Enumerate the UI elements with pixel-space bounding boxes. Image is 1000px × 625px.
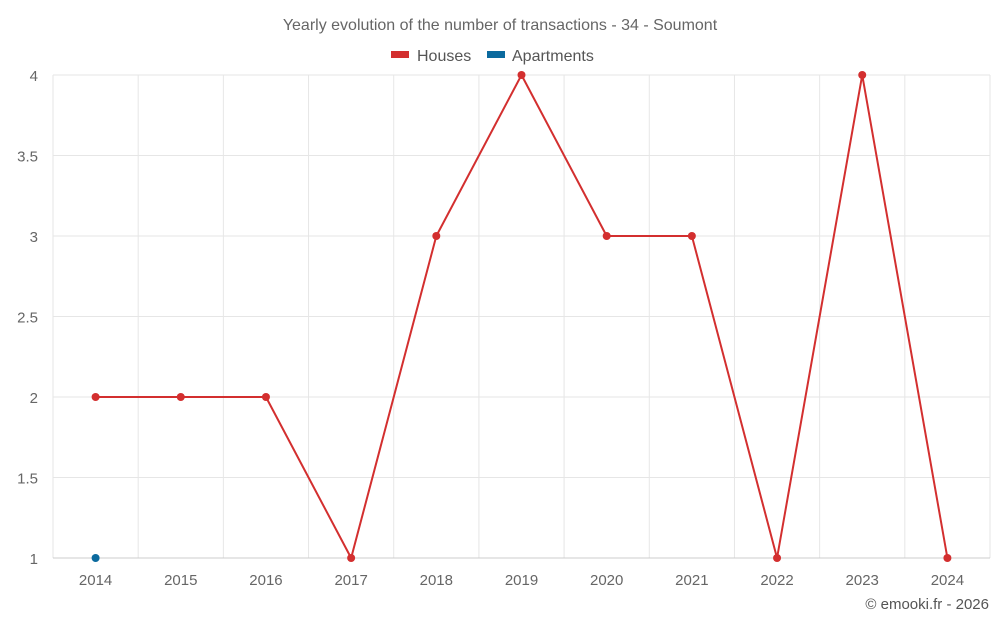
x-tick-label: 2024 — [931, 572, 964, 589]
credit-text: © emooki.fr - 2026 — [865, 596, 989, 613]
data-point-apartments-2014[interactable] — [91, 554, 100, 562]
data-point-houses-2021[interactable] — [687, 232, 696, 240]
legend-swatch — [487, 51, 505, 58]
y-tick-label: 4 — [30, 68, 38, 85]
y-tick-label: 1.5 — [17, 471, 38, 488]
legend-item-houses[interactable]: Houses — [391, 48, 471, 65]
x-tick-label: 2014 — [79, 572, 112, 589]
x-tick-label: 2020 — [590, 572, 623, 589]
data-point-houses-2019[interactable] — [517, 71, 526, 79]
data-point-houses-2017[interactable] — [347, 554, 356, 562]
x-tick-label: 2017 — [334, 572, 367, 589]
x-tick-label: 2016 — [249, 572, 282, 589]
legend: Houses Apartments — [391, 48, 594, 65]
legend-swatch — [391, 51, 409, 58]
x-tick-label: 2018 — [420, 572, 453, 589]
data-point-houses-2015[interactable] — [176, 393, 185, 401]
chart-title: Yearly evolution of the number of transa… — [283, 17, 718, 34]
x-tick-label: 2022 — [760, 572, 793, 589]
data-point-houses-2020[interactable] — [602, 232, 611, 240]
x-tick-label: 2021 — [675, 572, 708, 589]
data-point-houses-2024[interactable] — [943, 554, 952, 562]
y-tick-label: 2 — [30, 390, 38, 407]
data-point-houses-2023[interactable] — [858, 71, 867, 79]
y-tick-label: 2.5 — [17, 310, 38, 327]
y-tick-label: 3 — [30, 229, 38, 246]
x-tick-label: 2015 — [164, 572, 197, 589]
x-tick-label: 2023 — [846, 572, 879, 589]
y-tick-label: 3.5 — [17, 149, 38, 166]
y-tick-label: 1 — [30, 551, 38, 568]
data-point-houses-2018[interactable] — [432, 232, 441, 240]
data-point-houses-2022[interactable] — [773, 554, 782, 562]
legend-item-apartments[interactable]: Apartments — [487, 48, 594, 65]
legend-label: Houses — [417, 48, 471, 65]
data-point-houses-2014[interactable] — [91, 393, 100, 401]
x-tick-label: 2019 — [505, 572, 538, 589]
legend-label: Apartments — [512, 48, 594, 65]
data-point-houses-2016[interactable] — [261, 393, 270, 401]
